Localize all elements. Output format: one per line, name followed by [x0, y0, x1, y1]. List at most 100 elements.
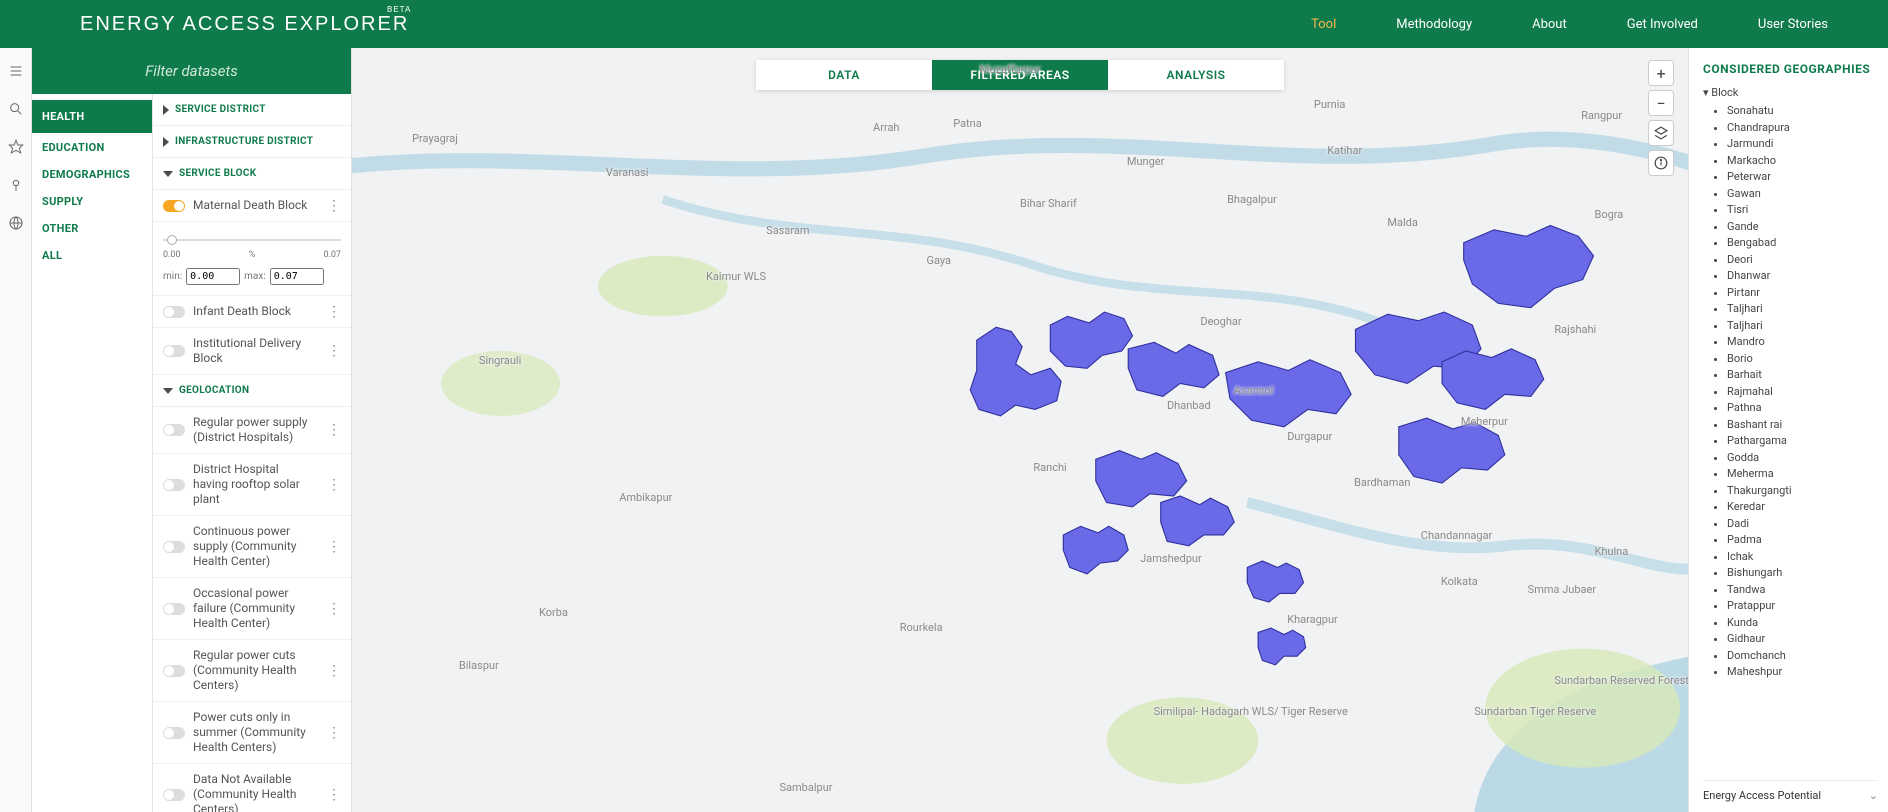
more-icon[interactable]: ⋮	[323, 726, 345, 740]
zoom-out-button[interactable]: −	[1648, 90, 1674, 116]
more-icon[interactable]: ⋮	[323, 344, 345, 358]
dataset-row: Regular power supply (District Hospitals…	[153, 407, 351, 454]
star-icon[interactable]	[7, 138, 25, 156]
nav-link-user-stories[interactable]: User Stories	[1758, 17, 1828, 32]
mode-tabs: DATAFILTERED AREASANALYSIS	[756, 60, 1284, 90]
nav-link-about[interactable]: About	[1532, 17, 1567, 32]
dataset-label: Occasional power failure (Community Heal…	[193, 586, 315, 631]
range-min-input[interactable]	[186, 268, 240, 285]
basemap-svg	[352, 48, 1688, 812]
top-nav: ENERGY ACCESS EXPLORER BETA Tool Methodol…	[0, 0, 1888, 48]
range-max-input[interactable]	[270, 268, 324, 285]
block-item: Gidhaur	[1727, 631, 1878, 648]
info-button[interactable]	[1648, 150, 1674, 176]
category-supply[interactable]: SUPPLY	[42, 195, 142, 208]
brand: ENERGY ACCESS EXPLORER BETA	[80, 13, 409, 36]
group-service-district[interactable]: SERVICE DISTRICT	[153, 94, 351, 126]
dataset-label: Institutional Delivery Block	[193, 336, 315, 366]
category-education[interactable]: EDUCATION	[42, 141, 142, 154]
dataset-row: Power cuts only in summer (Community Hea…	[153, 702, 351, 764]
nav-link-tool[interactable]: Tool	[1311, 17, 1336, 32]
pin-icon[interactable]	[7, 176, 25, 194]
dataset-column[interactable]: SERVICE DISTRICTINFRASTRUCTURE DISTRICTS…	[152, 94, 351, 812]
dataset-row: Institutional Delivery Block ⋮	[153, 328, 351, 375]
dataset-toggle[interactable]	[163, 603, 185, 615]
map-area[interactable]: DATAFILTERED AREASANALYSIS + − Muzaffarp…	[352, 48, 1688, 812]
output-select[interactable]: Energy Access Potential ⌄	[1703, 780, 1878, 802]
block-item: Taljhari	[1727, 318, 1878, 335]
brand-beta: BETA	[387, 5, 411, 14]
filter-datasets-search[interactable]: Filter datasets	[32, 48, 351, 94]
dataset-toggle[interactable]	[163, 424, 185, 436]
more-icon[interactable]: ⋮	[323, 788, 345, 802]
zoom-in-button[interactable]: +	[1648, 60, 1674, 86]
dataset-toggle[interactable]	[163, 789, 185, 801]
block-list[interactable]: SonahatuChandrapuraJarmundiMarkachoPeter…	[1703, 103, 1878, 780]
block-item: Pathna	[1727, 400, 1878, 417]
dataset-toggle[interactable]	[163, 541, 185, 553]
dataset-row: Maternal Death Block⋮	[153, 190, 351, 222]
dataset-toggle[interactable]	[163, 345, 185, 357]
block-item: Markacho	[1727, 153, 1878, 170]
triangle-down-icon	[163, 388, 173, 394]
dataset-toggle[interactable]	[163, 479, 185, 491]
block-item: Meherma	[1727, 466, 1878, 483]
block-item: Keredar	[1727, 499, 1878, 516]
block-item: Rajmahal	[1727, 384, 1878, 401]
dataset-toggle[interactable]	[163, 665, 185, 677]
dataset-toggle[interactable]	[163, 200, 185, 212]
category-other[interactable]: OTHER	[42, 222, 142, 235]
block-item: Domchanch	[1727, 648, 1878, 665]
more-icon[interactable]: ⋮	[323, 423, 345, 437]
dataset-toggle[interactable]	[163, 727, 185, 739]
more-icon[interactable]: ⋮	[323, 664, 345, 678]
category-demographics[interactable]: DEMOGRAPHICS	[42, 168, 142, 181]
dataset-label: Power cuts only in summer (Community Hea…	[193, 710, 315, 755]
range-thumb-min[interactable]	[167, 235, 177, 245]
range-track[interactable]	[163, 234, 341, 246]
block-item: Deori	[1727, 252, 1878, 269]
dataset-toggle[interactable]	[163, 306, 185, 318]
block-item: Tandwa	[1727, 582, 1878, 599]
mode-tab-filtered-areas[interactable]: FILTERED AREAS	[932, 60, 1108, 90]
block-item: Jarmundi	[1727, 136, 1878, 153]
more-icon[interactable]: ⋮	[323, 199, 345, 213]
dataset-row: Occasional power failure (Community Heal…	[153, 578, 351, 640]
left-panel: Filter datasets HEALTH EDUCATION DEMOGRAPH…	[32, 48, 352, 812]
category-column: HEALTH EDUCATION DEMOGRAPHICS SUPPLY OTHER AL…	[32, 94, 152, 812]
group-infrastructure-district[interactable]: INFRASTRUCTURE DISTRICT	[153, 126, 351, 158]
block-item: Ichak	[1727, 549, 1878, 566]
more-icon[interactable]: ⋮	[323, 540, 345, 554]
mode-tab-data[interactable]: DATA	[756, 60, 932, 90]
dataset-label: District Hospital having rooftop solar p…	[193, 462, 315, 507]
group-geolocation[interactable]: GEOLOCATION	[153, 375, 351, 407]
category-health[interactable]: HEALTH	[32, 100, 152, 133]
dataset-row: Continuous power supply (Community Healt…	[153, 516, 351, 578]
mode-tab-analysis[interactable]: ANALYSIS	[1108, 60, 1284, 90]
category-all[interactable]: ALL	[42, 249, 142, 262]
block-item: Borio	[1727, 351, 1878, 368]
block-item: Bashant rai	[1727, 417, 1878, 434]
block-item: Kunda	[1727, 615, 1878, 632]
triangle-right-icon	[163, 137, 169, 147]
dataset-label: Regular power supply (District Hospitals…	[193, 415, 315, 445]
group-service-block[interactable]: SERVICE BLOCK	[153, 158, 351, 190]
block-item: Bishungarh	[1727, 565, 1878, 582]
globe-icon[interactable]	[7, 214, 25, 232]
right-panel: CONSIDERED GEOGRAPHIES ▾ Block SonahatuC…	[1688, 48, 1888, 812]
nav-link-get-involved[interactable]: Get Involved	[1627, 17, 1698, 32]
more-icon[interactable]: ⋮	[323, 602, 345, 616]
nav-link-methodology[interactable]: Methodology	[1396, 17, 1472, 32]
geography-tree-toggle[interactable]: ▾ Block	[1703, 86, 1878, 99]
more-icon[interactable]: ⋮	[323, 478, 345, 492]
layers-button[interactable]	[1648, 120, 1674, 146]
dataset-row: Infant Death Block⋮	[153, 296, 351, 328]
range-control: 0.00%0.07min:max:	[153, 222, 351, 296]
map-controls: + −	[1648, 60, 1674, 176]
chevron-down-icon: ⌄	[1869, 789, 1878, 802]
list-icon[interactable]	[7, 62, 25, 80]
more-icon[interactable]: ⋮	[323, 305, 345, 319]
block-item: Pirtanr	[1727, 285, 1878, 302]
block-item: Gande	[1727, 219, 1878, 236]
search-icon[interactable]	[7, 100, 25, 118]
